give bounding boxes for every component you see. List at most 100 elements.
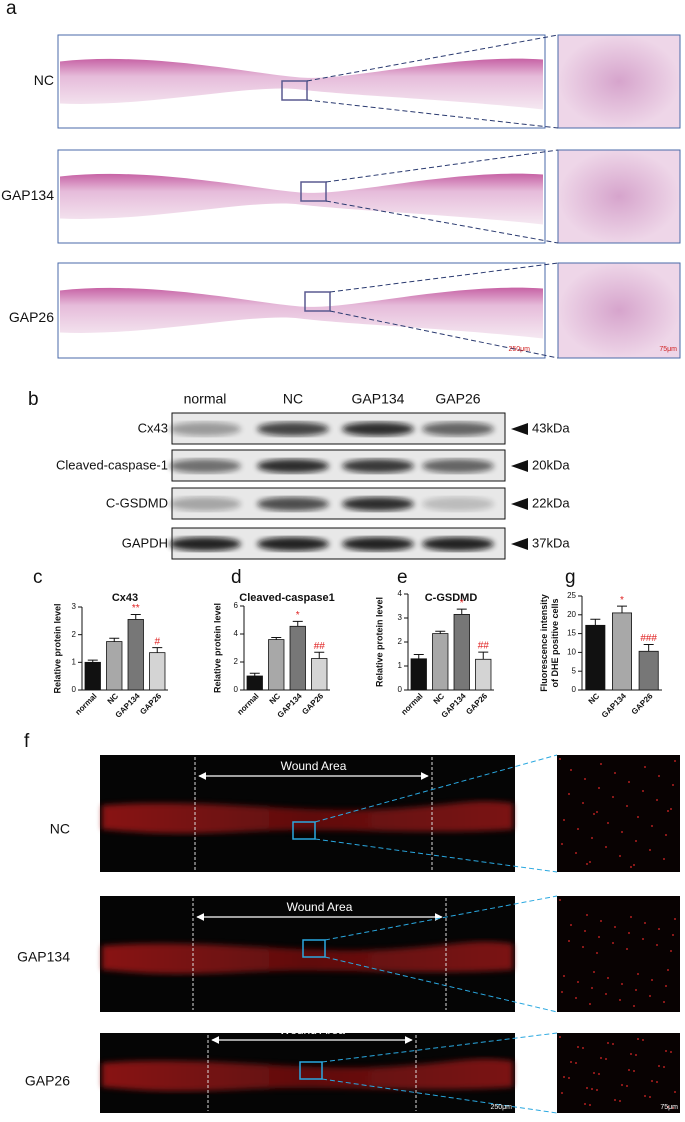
fluorescence-dot [621, 831, 623, 833]
fluorescence-dot [651, 1080, 653, 1082]
zoom-guide [314, 838, 558, 873]
fluorescence-dot [605, 846, 607, 848]
fluorescence-dot [577, 981, 579, 983]
band [422, 497, 494, 511]
fluorescence-dot [670, 808, 672, 810]
band [342, 422, 414, 436]
zoom-image [557, 1033, 680, 1113]
scale-label: 75μm [659, 346, 677, 353]
fluorescence-dot [633, 1005, 635, 1007]
fluorescence-dot [665, 834, 667, 836]
protein-label: Cleaved-caspase-1 [56, 457, 168, 472]
fluorescence-dot [642, 1039, 644, 1041]
y-tick-label: 15 [567, 629, 576, 638]
band [257, 537, 329, 551]
y-axis-label: of DHE positive cells [550, 598, 560, 687]
fluorescence-dot [575, 997, 577, 999]
y-tick-label: 1 [398, 661, 403, 670]
zoom-box [281, 80, 308, 101]
significance: * [296, 610, 300, 621]
panel-label: e [397, 567, 408, 588]
fluorescence-dot [577, 828, 579, 830]
fluorescence-dot [612, 796, 614, 798]
band [422, 422, 494, 436]
fluorescence-dot [596, 811, 598, 813]
fluorescence-dot [591, 837, 593, 839]
row-label: NC [50, 821, 70, 837]
lane-label: GAP134 [352, 391, 405, 407]
error-bar [152, 647, 163, 653]
y-tick-label: 0 [72, 685, 77, 694]
fluorescence-dot [667, 969, 669, 971]
zoom-guide [329, 262, 559, 293]
fluorescence-dot [607, 822, 609, 824]
y-tick-label: 20 [567, 610, 576, 619]
row-label: NC [34, 72, 54, 88]
fluorescence-dot [635, 1054, 637, 1056]
band [342, 459, 414, 473]
error-bar [249, 672, 260, 676]
chart-title: Cx43 [112, 592, 138, 604]
y-tick-label: 4 [398, 589, 403, 598]
fluorescence-dot [621, 1084, 623, 1086]
fluorescence-dot [656, 799, 658, 801]
scale-label: 75μm [660, 1104, 678, 1111]
fluorescence-dot [667, 1106, 669, 1108]
band [422, 459, 494, 473]
fluorescence-dot [607, 1042, 609, 1044]
y-axis-label: Relative protein level [212, 603, 222, 693]
fluorescence-dot [612, 1043, 614, 1045]
tissue-image [60, 287, 543, 339]
fluorescence-dot [637, 973, 639, 975]
significance: * [620, 595, 624, 606]
lane-label: NC [283, 391, 303, 407]
region-label: Wound Area [287, 900, 353, 914]
fluorescence-dot [665, 985, 667, 987]
y-tick-label: 25 [567, 591, 576, 600]
row-label: GAP26 [9, 309, 54, 325]
fluorescence-dot [582, 946, 584, 948]
fluorescence-dot [559, 1036, 561, 1038]
fluorescence-dot [628, 1069, 630, 1071]
y-tick-label: 4 [234, 629, 239, 638]
fluorescence-dot [575, 1062, 577, 1064]
error-bar [617, 605, 627, 613]
zoom-image [557, 34, 681, 129]
y-axis-label: Relative protein level [374, 597, 384, 687]
x-tick-label: NC [268, 691, 283, 706]
fluorescence-dot [586, 1087, 588, 1089]
y-tick-label: 2 [72, 630, 77, 639]
x-tick-label: normal [399, 692, 424, 717]
bar [311, 658, 328, 691]
fluorescence-dot [596, 1089, 598, 1091]
size-label: 37kDa [532, 535, 570, 550]
bar [612, 612, 633, 691]
band [257, 497, 329, 511]
fluorescence-dot [568, 793, 570, 795]
fluorescence-dot [600, 920, 602, 922]
zoom-guide [329, 310, 559, 359]
y-tick-label: 0 [234, 685, 239, 694]
error-bar [314, 651, 325, 659]
protein-label: C-GSDMD [106, 495, 168, 510]
fluorescence-dot [626, 948, 628, 950]
size-label: 22kDa [532, 495, 570, 510]
protein-label: GAPDH [122, 535, 168, 550]
band [422, 537, 494, 551]
fluorescence-dot [605, 993, 607, 995]
fluorescence-dot [584, 778, 586, 780]
band [169, 422, 241, 436]
significance: * [460, 598, 464, 609]
bar [106, 641, 123, 691]
fluorescence-dot [642, 790, 644, 792]
zoom-guide [325, 200, 559, 244]
y-tick-label: 2 [398, 637, 403, 646]
fluorescence-dot [644, 1095, 646, 1097]
zoom-image [557, 896, 680, 1012]
x-tick-label: GAP26 [464, 691, 489, 716]
bar [638, 650, 659, 691]
lane-label: GAP26 [435, 391, 480, 407]
fluorescence-dot [633, 1070, 635, 1072]
band [342, 497, 414, 511]
bar [289, 625, 306, 691]
